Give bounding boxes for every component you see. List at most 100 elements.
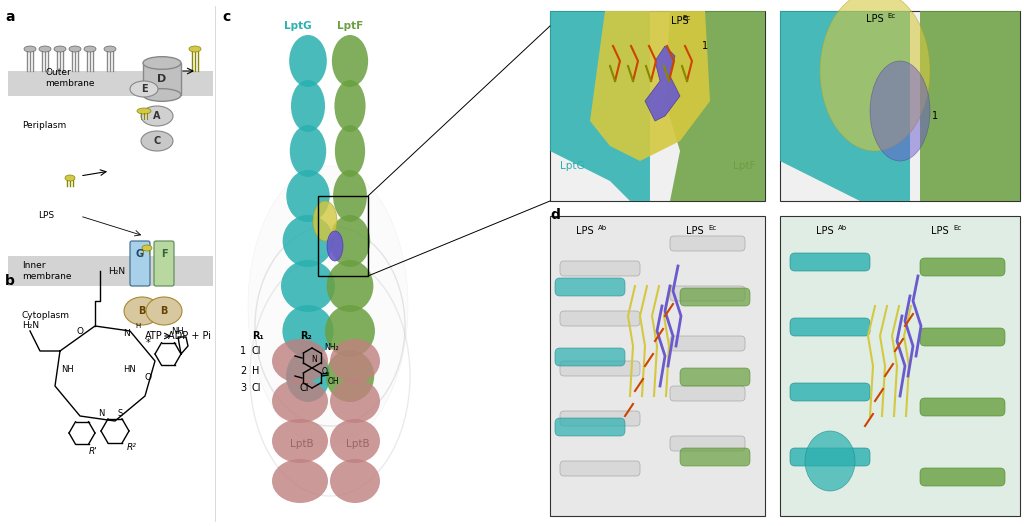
Ellipse shape xyxy=(104,46,116,52)
Ellipse shape xyxy=(327,231,343,261)
Ellipse shape xyxy=(24,46,36,52)
FancyBboxPatch shape xyxy=(680,288,750,306)
Text: Outer
membrane: Outer membrane xyxy=(45,68,94,88)
Polygon shape xyxy=(780,11,910,201)
Text: Inner
membrane: Inner membrane xyxy=(22,261,72,281)
Bar xyxy=(780,216,1020,516)
Text: ADP + Pi: ADP + Pi xyxy=(169,331,212,341)
Text: R': R' xyxy=(89,447,97,456)
Ellipse shape xyxy=(335,80,366,132)
Text: R₁: R₁ xyxy=(252,331,264,341)
Text: 1: 1 xyxy=(932,111,938,121)
Text: d: d xyxy=(550,208,560,222)
Ellipse shape xyxy=(332,35,369,87)
Ellipse shape xyxy=(143,89,181,102)
Ellipse shape xyxy=(124,297,160,325)
Text: 3: 3 xyxy=(240,383,246,393)
Text: Ab: Ab xyxy=(838,225,847,231)
Ellipse shape xyxy=(805,431,855,491)
Text: O: O xyxy=(323,367,328,376)
Ellipse shape xyxy=(69,46,81,52)
FancyBboxPatch shape xyxy=(670,436,745,451)
Text: R²: R² xyxy=(127,443,137,452)
Text: H: H xyxy=(135,323,140,329)
Text: N: N xyxy=(311,356,316,365)
Ellipse shape xyxy=(39,46,51,52)
FancyBboxPatch shape xyxy=(560,361,640,376)
Bar xyxy=(550,11,765,201)
Ellipse shape xyxy=(330,459,380,503)
Ellipse shape xyxy=(290,125,327,177)
Text: NH: NH xyxy=(172,328,184,337)
Ellipse shape xyxy=(335,125,366,177)
Text: H₂N: H₂N xyxy=(108,267,125,276)
FancyBboxPatch shape xyxy=(555,348,625,366)
FancyBboxPatch shape xyxy=(130,241,150,286)
Ellipse shape xyxy=(130,81,158,97)
FancyBboxPatch shape xyxy=(560,461,640,476)
Polygon shape xyxy=(920,11,1020,201)
Ellipse shape xyxy=(283,305,334,357)
Text: N: N xyxy=(98,409,104,418)
Text: ATP: ATP xyxy=(145,331,163,341)
Bar xyxy=(318,196,368,276)
Text: H₂N: H₂N xyxy=(22,321,39,330)
FancyBboxPatch shape xyxy=(920,398,1005,416)
FancyBboxPatch shape xyxy=(560,411,640,426)
FancyBboxPatch shape xyxy=(670,386,745,401)
Ellipse shape xyxy=(272,379,328,423)
Text: Ec: Ec xyxy=(708,225,716,231)
Text: NH₂: NH₂ xyxy=(324,343,339,352)
Text: H: H xyxy=(252,366,259,376)
Text: B: B xyxy=(161,306,168,316)
Ellipse shape xyxy=(141,131,173,151)
FancyBboxPatch shape xyxy=(555,418,625,436)
Text: LptG: LptG xyxy=(285,21,312,31)
Text: LPS: LPS xyxy=(38,211,54,220)
FancyBboxPatch shape xyxy=(680,368,750,386)
Ellipse shape xyxy=(84,46,96,52)
Ellipse shape xyxy=(142,245,152,251)
Text: LptF: LptF xyxy=(337,21,364,31)
Ellipse shape xyxy=(325,305,375,357)
Text: Cytoplasm: Cytoplasm xyxy=(22,311,70,320)
Text: Cl: Cl xyxy=(252,383,261,393)
Text: OH: OH xyxy=(328,377,340,386)
FancyBboxPatch shape xyxy=(920,468,1005,486)
Ellipse shape xyxy=(54,46,66,52)
Ellipse shape xyxy=(330,215,371,267)
Text: LptF: LptF xyxy=(732,161,755,171)
Text: N: N xyxy=(124,329,130,338)
Text: NH: NH xyxy=(61,366,75,375)
Ellipse shape xyxy=(287,170,330,222)
FancyBboxPatch shape xyxy=(680,448,750,466)
Text: F: F xyxy=(161,249,167,259)
FancyBboxPatch shape xyxy=(670,286,745,301)
Ellipse shape xyxy=(286,350,330,402)
Bar xyxy=(8,256,213,286)
Text: LPS: LPS xyxy=(866,14,884,24)
Text: HN: HN xyxy=(124,365,136,373)
Text: 1: 1 xyxy=(240,346,246,356)
Ellipse shape xyxy=(65,175,75,181)
Text: LPS: LPS xyxy=(577,226,594,236)
Polygon shape xyxy=(590,11,710,161)
Ellipse shape xyxy=(189,46,201,52)
Polygon shape xyxy=(665,11,765,201)
Ellipse shape xyxy=(330,379,380,423)
Text: LPS: LPS xyxy=(671,16,689,26)
FancyBboxPatch shape xyxy=(555,278,625,296)
FancyBboxPatch shape xyxy=(920,258,1005,276)
Bar xyxy=(550,216,765,516)
Ellipse shape xyxy=(313,201,337,241)
Ellipse shape xyxy=(326,350,374,402)
Ellipse shape xyxy=(143,57,181,69)
Polygon shape xyxy=(645,46,680,121)
Ellipse shape xyxy=(327,260,374,312)
Text: LPS: LPS xyxy=(816,226,834,236)
Text: c: c xyxy=(222,10,230,24)
Ellipse shape xyxy=(870,61,930,161)
FancyBboxPatch shape xyxy=(920,328,1005,346)
Text: B: B xyxy=(138,306,145,316)
Text: O: O xyxy=(144,373,152,382)
